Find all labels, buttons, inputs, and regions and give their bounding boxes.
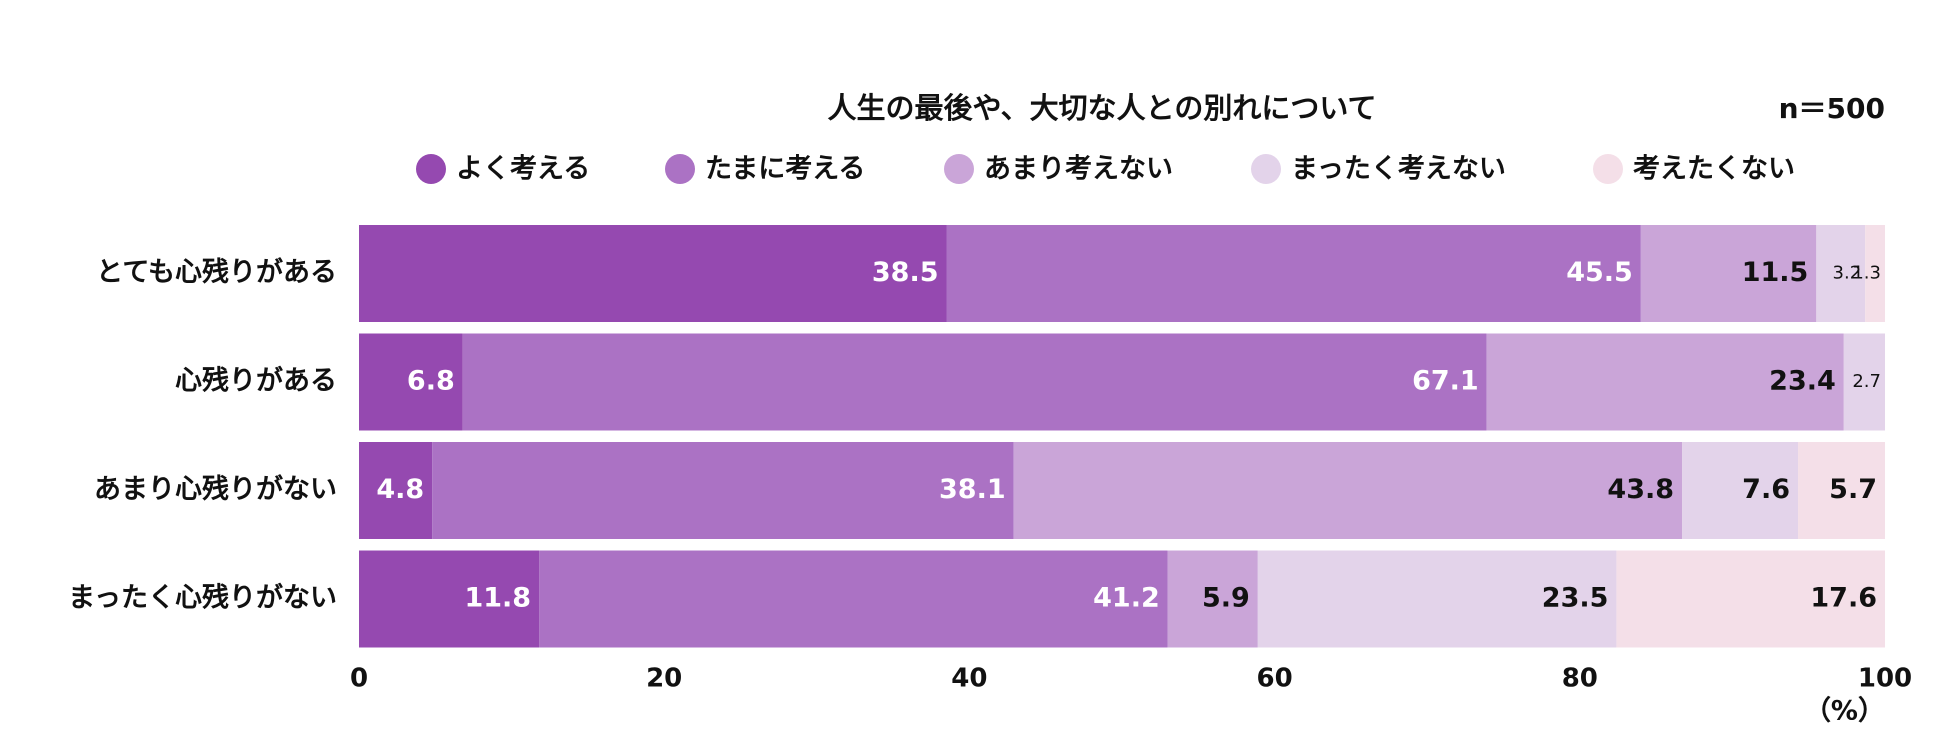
legend-label: よく考える (456, 154, 590, 185)
value-label: 11.8 (464, 583, 531, 614)
legend-label: まったく考えない (1291, 154, 1506, 185)
bar-segment (1167, 550, 1258, 648)
legend-marker (1593, 154, 1623, 184)
bar-segment (1843, 333, 1885, 431)
bar-segment (1257, 550, 1617, 648)
x-tick-label: 20 (646, 664, 682, 694)
y-tick-label: 心残りがある (175, 365, 337, 397)
bar-segment (1013, 442, 1683, 539)
value-label: 7.6 (1742, 474, 1790, 505)
legend-marker (665, 154, 695, 184)
value-label: 38.1 (939, 474, 1006, 505)
value-label: 5.9 (1202, 583, 1250, 614)
x-tick-label: 40 (951, 664, 987, 694)
value-label: 4.8 (376, 474, 424, 505)
x-axis-label: （%） (1804, 696, 1885, 727)
value-label: 17.6 (1810, 583, 1877, 614)
x-tick-label: 80 (1562, 664, 1598, 694)
legend-label: 考えたくない (1633, 154, 1795, 185)
value-label: 11.5 (1742, 257, 1809, 288)
chart-title: 人生の最後や、大切な人との別れについて (828, 91, 1377, 125)
value-label: 23.4 (1769, 366, 1836, 397)
y-tick-label: まったく心残りがない (68, 582, 337, 614)
bar-segment (1682, 442, 1799, 539)
bar-segment (359, 550, 540, 648)
value-label: 67.1 (1412, 366, 1479, 397)
legend-marker (944, 154, 974, 184)
bar-segment (1486, 333, 1844, 431)
bar-segment (359, 333, 463, 431)
legend-marker (416, 154, 446, 184)
bar-segment (359, 225, 947, 322)
bar-segment (359, 442, 433, 539)
value-label: 38.5 (872, 257, 939, 288)
x-tick-label: 60 (1257, 664, 1293, 694)
bar-segment (1640, 225, 1817, 322)
x-tick-label: 100 (1858, 664, 1912, 694)
value-label: 5.7 (1829, 474, 1877, 505)
value-label: 41.2 (1093, 583, 1160, 614)
value-label: 3.2 (1833, 263, 1862, 284)
y-tick-label: あまり心残りがない (94, 473, 337, 505)
bar-segment (462, 333, 1487, 431)
value-label: 45.5 (1566, 257, 1633, 288)
value-label: 43.8 (1607, 474, 1674, 505)
bar-segment (1616, 550, 1885, 648)
bar-segment (539, 550, 1168, 648)
y-tick-label: とても心残りがある (96, 256, 337, 288)
sample-size: n＝500 (1779, 92, 1885, 125)
x-tick-label: 0 (350, 664, 368, 694)
value-label: 2.7 (1852, 371, 1881, 392)
bar-segment (432, 442, 1014, 539)
bar-segment (1816, 225, 1866, 322)
value-label: 23.5 (1542, 583, 1609, 614)
bar-segment (1865, 225, 1885, 322)
bar-segment (1798, 442, 1885, 539)
legend-label: たまに考える (705, 154, 865, 185)
bar-segment (946, 225, 1641, 322)
legend-label: あまり考えない (984, 154, 1173, 185)
value-label: 1.3 (1852, 263, 1881, 284)
value-label: 6.8 (407, 366, 455, 397)
legend-marker (1251, 154, 1281, 184)
